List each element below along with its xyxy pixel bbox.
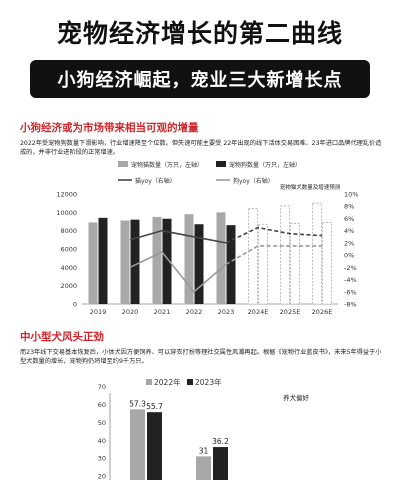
page-title: 宠物经济增长的第二曲线: [56, 19, 343, 48]
right-axis-tick: -2%: [344, 264, 357, 272]
bar-group2-2022: [196, 456, 211, 480]
left-axis-tick: 0: [73, 301, 77, 309]
chart-annotation: 宠物猫犬数量及增速预测: [280, 183, 341, 191]
bar-cat-2020: [120, 220, 130, 304]
data-label: 31: [199, 446, 209, 455]
legend-label-cat: 宠物猫数量（万只，左轴）: [131, 161, 203, 169]
y-axis-tick: 30: [98, 455, 106, 463]
right-axis-tick: 10%: [344, 191, 358, 199]
bar-dog-2024E: [258, 223, 268, 305]
legend-label-dog: 宠物狗数量（万只，左轴）: [229, 161, 301, 169]
bar-cat-2023: [216, 212, 226, 304]
bar-cat-2024E: [248, 208, 258, 305]
legend-swatch-2023: [187, 379, 193, 385]
y-axis-tick: 20: [98, 473, 106, 480]
bar-dog-2023: [226, 225, 236, 304]
pet-population-chart: 宠物猫数量（万只，左轴） 宠物狗数量（万只，左轴） 猫yoy（右轴） 狗yoy（右轴）…: [56, 161, 358, 316]
bar-dog-2021: [162, 218, 172, 304]
legend-swatch-2022: [146, 379, 152, 385]
x-axis-tick-2026E: 2026E: [312, 308, 333, 316]
bar-cat-2019: [88, 222, 98, 304]
bar-group1-2022: [130, 409, 145, 480]
right-axis-tick: 2%: [344, 239, 354, 247]
bar-group2-2023: [213, 447, 228, 480]
x-axis-tick-2020: 2020: [122, 308, 139, 316]
line-cat-yoy-forecast: [225, 226, 323, 244]
legend-label-dog-yoy: 狗yoy（右轴）: [233, 177, 274, 185]
right-axis-tick: 4%: [344, 227, 354, 235]
data-label: 57.3: [129, 399, 146, 408]
bar-cat-2026E: [312, 202, 322, 305]
left-axis-tick: 2000: [60, 282, 77, 290]
x-axis-tick-2019: 2019: [90, 308, 107, 316]
subtitle-banner: 小狗经济崛起，宠业三大新增长点: [30, 60, 370, 98]
bar-dog-2025E: [290, 222, 300, 305]
line-dog-yoy-actual: [129, 251, 227, 293]
line-cat-yoy-actual: [129, 229, 227, 244]
y-axis-tick: 50: [98, 419, 106, 427]
x-axis-tick-2024E: 2024E: [248, 308, 269, 316]
x-axis-tick-2023: 2023: [218, 308, 235, 316]
right-axis-tick: 0%: [344, 252, 354, 260]
bar-group1-2023: [147, 412, 162, 480]
left-axis-tick: 6000: [60, 246, 77, 254]
section-paragraph-dog-economy: 2022年受宠物狗数量下滑影响，行业增速降至个位数。但失速可能主要受 22年出现…: [20, 140, 382, 156]
right-axis-tick: -6%: [344, 288, 357, 296]
right-axis-tick: 8%: [344, 203, 354, 211]
data-label: 55.7: [146, 402, 163, 411]
bar-cat-2021: [152, 216, 162, 304]
chart-annotation: 养犬偏好: [283, 393, 310, 402]
bar-dog-2019: [98, 217, 108, 304]
y-axis-tick: 60: [98, 401, 106, 409]
left-axis-tick: 12000: [56, 191, 77, 199]
bar-cat-2022: [184, 214, 194, 304]
right-axis-tick: 6%: [344, 215, 354, 223]
y-axis-tick: 70: [98, 383, 106, 391]
bar-cat-2025E: [280, 205, 290, 305]
legend-label-2022: 2022年: [154, 377, 181, 387]
x-axis-tick-2025E: 2025E: [280, 308, 301, 316]
legend-swatch-dog: [216, 161, 226, 167]
data-label: 36.2: [212, 437, 229, 446]
left-axis-tick: 4000: [60, 264, 77, 272]
x-axis-tick-2021: 2021: [154, 308, 171, 316]
y-axis-tick: 40: [98, 437, 106, 445]
section-title-small-dogs: 中小型犬风头正劲: [20, 331, 104, 343]
legend-swatch-cat: [118, 161, 128, 167]
line-dog-yoy-forecast: [225, 245, 322, 265]
left-axis-tick: 10000: [56, 209, 77, 217]
section-paragraph-small-dogs: 而23年线下交易基本恢复后，小体犬因方便饲养、可以穿衣打扮等理社交属性风潮再起。…: [20, 349, 382, 365]
left-axis-tick: 8000: [60, 227, 77, 235]
section-title-dog-economy: 小狗经济或为市场带来相当可观的增量: [20, 122, 199, 134]
x-axis-tick-2022: 2022: [186, 308, 203, 316]
bar-dog-2026E: [322, 222, 332, 305]
legend-label-cat-yoy: 猫yoy（右轴）: [135, 177, 176, 185]
bar-dog-2020: [130, 219, 140, 304]
right-axis-tick: -4%: [344, 276, 357, 284]
legend-label-2023: 2023年: [195, 377, 222, 387]
right-axis-tick: -8%: [344, 301, 357, 309]
bar-dog-2022: [194, 224, 204, 304]
